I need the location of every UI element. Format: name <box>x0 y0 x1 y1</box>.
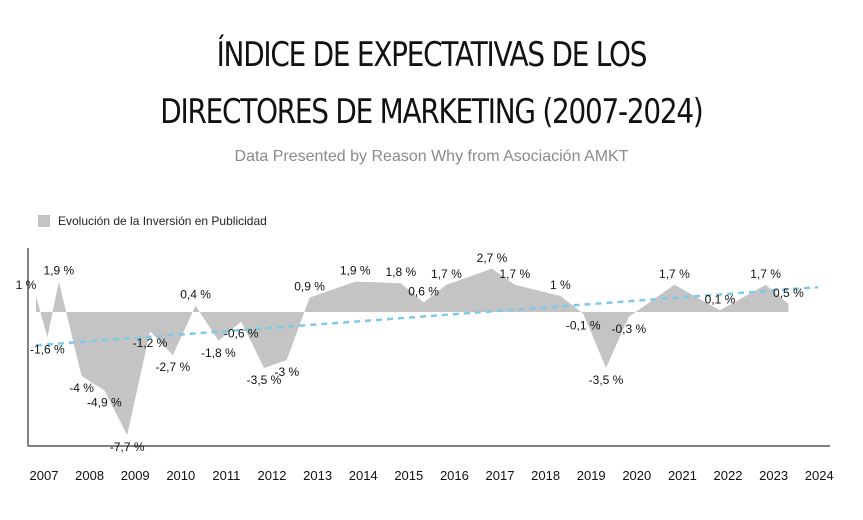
chart-title-line-1: ÍNDICE DE EXPECTATIVAS DE LOS <box>216 35 648 75</box>
data-label: 0,4 % <box>180 288 211 302</box>
data-label: 0,9 % <box>294 280 325 294</box>
data-label: -4 % <box>69 381 94 395</box>
data-label: 1,7 % <box>431 267 462 281</box>
data-label: 1,8 % <box>385 265 416 279</box>
data-label: -7,7 % <box>110 440 145 454</box>
x-tick-label: 2024 <box>805 468 834 483</box>
data-label: -0,3 % <box>611 322 646 336</box>
data-label: -4,9 % <box>87 395 122 409</box>
x-tick-label: 2022 <box>714 468 743 483</box>
data-label: 1 % <box>16 278 37 292</box>
data-label: 1,9 % <box>340 264 371 278</box>
chart-legend: Evolución de la Inversión en Publicidad <box>38 214 267 228</box>
data-label: -0,1 % <box>566 319 601 333</box>
data-label: 1,9 % <box>43 264 74 278</box>
data-label: -2,7 % <box>155 360 190 374</box>
x-tick-label: 2015 <box>394 468 423 483</box>
data-label: -0,6 % <box>224 327 259 341</box>
x-tick-label: 2009 <box>121 468 150 483</box>
data-label: -1,2 % <box>133 336 168 350</box>
legend-swatch <box>38 215 50 227</box>
x-tick-label: 2019 <box>577 468 606 483</box>
data-label: 1,7 % <box>659 267 690 281</box>
data-label: 0,1 % <box>705 292 736 306</box>
data-label: -3 % <box>274 365 299 379</box>
data-label: 0,6 % <box>408 284 439 298</box>
chart-subtitle: Data Presented by Reason Why from Asocia… <box>234 148 629 165</box>
data-label: -3,5 % <box>589 373 624 387</box>
data-label: 0,5 % <box>773 286 804 300</box>
x-tick-label: 2017 <box>486 468 515 483</box>
data-label: 1 % <box>550 278 571 292</box>
trendline <box>35 285 819 347</box>
chart-title-line-2: DIRECTORES DE MARKETING (2007-2024) <box>160 92 703 132</box>
data-label: -1,6 % <box>30 343 65 357</box>
legend-label: Evolución de la Inversión en Publicidad <box>58 214 267 228</box>
x-tick-label: 2018 <box>531 468 560 483</box>
x-tick-label: 2010 <box>166 468 195 483</box>
x-tick-label: 2020 <box>622 468 651 483</box>
x-tick-label: 2007 <box>30 468 59 483</box>
x-tick-label: 2016 <box>440 468 469 483</box>
x-tick-label: 2013 <box>303 468 332 483</box>
data-label: 1,7 % <box>499 267 530 281</box>
data-label: -1,8 % <box>201 346 236 360</box>
x-tick-label: 2014 <box>349 468 378 483</box>
x-tick-label: 2012 <box>258 468 287 483</box>
x-tick-label: 2021 <box>668 468 697 483</box>
x-tick-label: 2011 <box>212 468 240 483</box>
x-tick-label: 2008 <box>75 468 104 483</box>
data-label: 1,7 % <box>750 267 781 281</box>
data-label: -3,5 % <box>247 373 282 387</box>
data-label: 2,7 % <box>477 251 508 265</box>
x-tick-label: 2023 <box>759 468 788 483</box>
area-series <box>36 268 789 436</box>
